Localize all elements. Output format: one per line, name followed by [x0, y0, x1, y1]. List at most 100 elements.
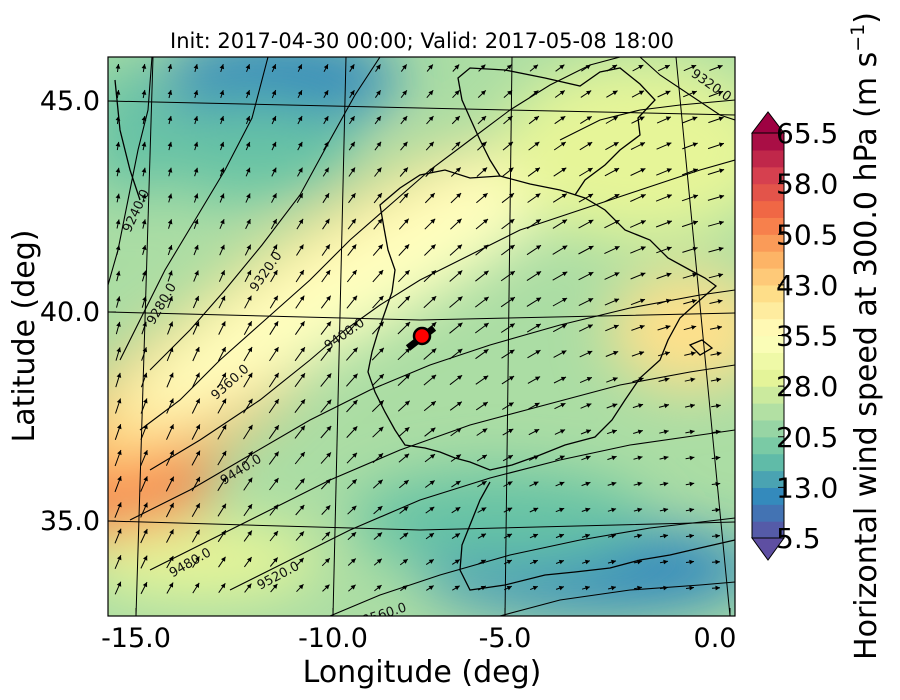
wind-arrow [218, 295, 226, 309]
wind-arrow [140, 555, 148, 569]
wind-arrow [167, 115, 173, 125]
wind-arrow [245, 141, 251, 151]
wind-arrow [245, 218, 251, 230]
wind-arrow [503, 115, 513, 125]
wind-arrow [477, 141, 487, 151]
wind-arrow [476, 454, 488, 462]
wind-arrow [684, 403, 696, 409]
wind-arrow [426, 585, 434, 591]
wind-arrow [271, 167, 277, 177]
wind-arrow [398, 479, 410, 489]
wind-arrow [397, 321, 411, 335]
wind-arrow [217, 529, 227, 543]
wind-arrow [268, 424, 280, 440]
wind-arrow [475, 348, 489, 360]
y-axis: 45.0 40.0 35.0 Latitude (deg) [7, 86, 116, 537]
wind-arrow [529, 507, 539, 513]
wind-arrow [578, 297, 594, 307]
wind-arrow [295, 295, 305, 309]
wind-arrow [323, 64, 329, 72]
wind-arrow [683, 64, 697, 72]
wind-arrow [218, 583, 226, 593]
wind-arrow [141, 321, 147, 335]
wind-arrow [166, 398, 174, 414]
wind-arrow [580, 429, 592, 435]
wind-arrow [580, 115, 592, 125]
wind-arrow [271, 115, 277, 125]
wind-arrow [373, 218, 383, 230]
plot-frame [107, 56, 736, 617]
wind-arrow [349, 89, 355, 99]
wind-arrow [659, 559, 669, 565]
wind-arrow [631, 90, 645, 98]
wind-arrow [476, 192, 488, 204]
wind-arrow [320, 399, 332, 413]
wind-arrow [477, 585, 487, 591]
wind-arrow [502, 428, 514, 436]
wind-arrow [528, 428, 540, 436]
wind-arrow [630, 246, 646, 254]
colorbar-segment [752, 217, 784, 235]
location-marker [405, 325, 437, 351]
wind-arrow [193, 115, 199, 125]
wind-arrow [348, 584, 356, 592]
wind-arrow [450, 218, 462, 230]
wind-arrow [476, 428, 488, 436]
wind-arrow [581, 481, 591, 487]
wind-arrow [243, 503, 253, 517]
wind-arrow [526, 297, 542, 307]
wind-arrow [555, 481, 565, 487]
wind-arrow [477, 559, 487, 565]
wind-arrow [659, 507, 669, 513]
wind-arrow [374, 115, 382, 125]
contour-9560 [329, 517, 735, 616]
wind-arrow [502, 454, 514, 462]
wind-arrow [707, 168, 725, 175]
wind-arrow [320, 452, 332, 464]
wind-arrow [193, 141, 199, 151]
wind-arrow [244, 269, 252, 283]
wind-arrow [243, 424, 253, 440]
colorbar-label-suffix: ) [849, 12, 884, 24]
wind-arrow [400, 64, 408, 72]
wind-arrow [141, 244, 147, 256]
wind-arrow [633, 585, 643, 591]
wind-arrow [528, 115, 540, 125]
wind-arrow [140, 502, 148, 518]
wind-arrow [167, 89, 173, 99]
blob-north-teal [140, 100, 360, 200]
wind-arrow [245, 115, 251, 125]
wind-arrow [555, 585, 565, 591]
wind-arrow [501, 192, 515, 204]
plot-area: 9240.0 9280.0 9320.0 9360.0 9400.0 9440.… [108, 57, 735, 616]
wind-arrow [605, 350, 619, 357]
colorbar-label: Horizontal wind speed at 300.0 hPa (m s−… [847, 12, 884, 660]
wind-arrow [217, 372, 227, 388]
wind-arrow [115, 219, 121, 229]
wind-arrow [141, 89, 147, 99]
wind-arrow [141, 296, 147, 308]
gridline-lat-35 [108, 520, 735, 531]
wind-arrow [449, 296, 463, 308]
wind-arrow [501, 218, 515, 230]
wind-arrow [141, 270, 147, 282]
wind-arrow [296, 583, 304, 593]
wind-arrow [296, 218, 304, 230]
wind-arrow [372, 452, 384, 464]
wind-arrow [294, 321, 306, 335]
wind-arrow [268, 398, 280, 414]
wind-arrow [400, 89, 408, 99]
wind-arrow [476, 167, 488, 177]
wind-arrow [372, 479, 384, 489]
wind-arrow [685, 507, 695, 513]
wind-arrow [423, 374, 437, 386]
colorbar-tick-label: 58.0 [776, 168, 838, 201]
wind-arrow [193, 63, 199, 73]
wind-arrow [373, 532, 383, 540]
wind-arrow [707, 194, 725, 201]
wind-arrow [320, 425, 332, 439]
coastline-balearic [688, 339, 714, 356]
wind-arrow [115, 347, 121, 361]
wind-arrow [633, 455, 643, 461]
wind-arrow [297, 167, 303, 177]
